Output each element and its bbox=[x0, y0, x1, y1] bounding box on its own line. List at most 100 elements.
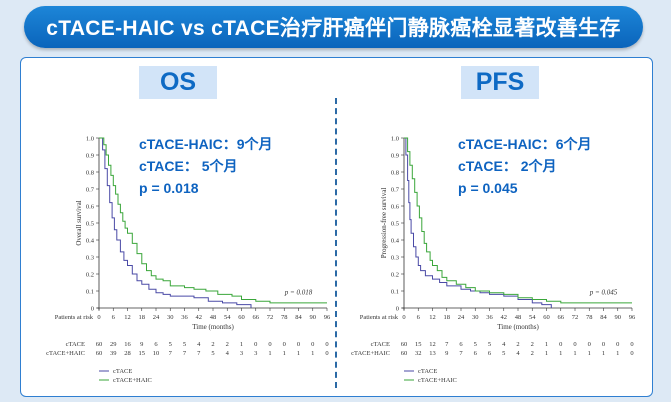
risk-value: 0 bbox=[311, 341, 314, 348]
x-tick-label: 24 bbox=[458, 314, 465, 321]
risk-value: 4 bbox=[502, 341, 506, 348]
risk-value: 5 bbox=[211, 350, 214, 357]
risk-value: 28 bbox=[124, 350, 131, 357]
risk-value: 2 bbox=[226, 341, 229, 348]
risk-value: 5 bbox=[183, 341, 186, 348]
risk-value: 60 bbox=[401, 350, 408, 357]
risk-value: 0 bbox=[325, 341, 328, 348]
pfs-survival-chart: 00.10.20.30.40.50.60.70.80.91.00 6 12 18 24 3… bbox=[351, 136, 636, 385]
risk-value: 12 bbox=[429, 341, 436, 348]
y-tick-label: 0.2 bbox=[86, 272, 94, 279]
pfs-stat-ctace: cTACE： 2个月 bbox=[458, 158, 557, 174]
risk-row-label: cTACE+HAIC bbox=[46, 350, 85, 357]
legend-label: cTACE+HAIC bbox=[418, 377, 457, 384]
risk-value: 1 bbox=[545, 350, 548, 357]
risk-value: 39 bbox=[110, 350, 117, 357]
risk-value: 0 bbox=[283, 341, 286, 348]
risk-value: 6 bbox=[488, 350, 492, 357]
x-tick-label: 0 bbox=[402, 314, 405, 321]
risk-value: 0 bbox=[588, 341, 591, 348]
content-panel: OS PFS 0 0.1 0.2 0.3 0.4 0.5 0.6 0.7 0.8 0.9 1.0 0 6… bbox=[20, 57, 653, 397]
x-axis-label: Time (months) bbox=[192, 323, 234, 331]
x-tick-label: 36 bbox=[181, 314, 188, 321]
x-tick-label: 66 bbox=[253, 314, 260, 321]
risk-value: 32 bbox=[415, 350, 422, 357]
x-tick-label: 78 bbox=[281, 314, 288, 321]
y-tick-label: 0.5 bbox=[391, 221, 399, 228]
x-tick-label: 36 bbox=[486, 314, 493, 321]
y-tick-label: 0 bbox=[91, 306, 94, 313]
x-tick-label: 18 bbox=[139, 314, 146, 321]
y-tick-label: 0.8 bbox=[391, 170, 399, 177]
risk-value: 0 bbox=[630, 341, 633, 348]
risk-value: 7 bbox=[183, 350, 187, 357]
os-label: OS bbox=[159, 68, 197, 96]
risk-value: 1 bbox=[545, 341, 548, 348]
x-tick-label: 78 bbox=[586, 314, 593, 321]
p-value-annotation: p = 0.045 bbox=[589, 288, 618, 296]
risk-value: 1 bbox=[240, 341, 243, 348]
risk-value: 0 bbox=[616, 341, 619, 348]
risk-value: 5 bbox=[488, 341, 491, 348]
risk-value: 0 bbox=[254, 341, 257, 348]
risk-value: 1 bbox=[311, 350, 314, 357]
panel-divider bbox=[335, 98, 337, 388]
x-tick-label: 96 bbox=[324, 314, 331, 321]
x-tick-label: 42 bbox=[196, 314, 203, 321]
risk-table-title: Patients at risk bbox=[55, 314, 94, 321]
risk-value: 7 bbox=[445, 341, 449, 348]
risk-value: 0 bbox=[325, 350, 328, 357]
risk-value: 5 bbox=[502, 350, 505, 357]
risk-value: 7 bbox=[459, 350, 463, 357]
x-axis-label: Time (months) bbox=[497, 323, 539, 331]
x-tick-label: 84 bbox=[600, 314, 607, 321]
risk-value: 29 bbox=[110, 341, 117, 348]
y-tick-label: 0.3 bbox=[391, 255, 399, 262]
x-tick-label: 12 bbox=[429, 314, 436, 321]
x-tick-label: 6 bbox=[417, 314, 421, 321]
pfs-stats: cTACE-HAIC：6个月 cTACE： 2个月 p = 0.045 bbox=[458, 133, 592, 199]
y-tick-label: 1.0 bbox=[391, 136, 399, 143]
risk-value: 1 bbox=[559, 350, 562, 357]
ctace-haic-survival-line bbox=[404, 137, 632, 304]
risk-row-label: cTACE+HAIC bbox=[351, 350, 390, 357]
pfs-label: PFS bbox=[475, 68, 525, 96]
x-tick-label: 72 bbox=[267, 314, 274, 321]
risk-value: 60 bbox=[401, 341, 408, 348]
y-tick-label: 0.4 bbox=[391, 238, 400, 245]
legend-label: cTACE bbox=[113, 368, 132, 375]
risk-value: 0 bbox=[602, 341, 605, 348]
risk-value: 1 bbox=[588, 350, 591, 357]
risk-value: 5 bbox=[169, 341, 172, 348]
ctace-haic-survival-line bbox=[99, 137, 327, 304]
risk-value: 1 bbox=[283, 350, 286, 357]
title-banner: cTACE-HAIC vs cTACE治疗肝癌伴门静脉癌栓显著改善生存 bbox=[24, 6, 643, 48]
risk-value: 1 bbox=[573, 350, 576, 357]
risk-value: 15 bbox=[415, 341, 422, 348]
os-stats: cTACE-HAIC：9个月 cTACE： 5个月 p = 0.018 bbox=[139, 133, 273, 199]
x-tick-label: 0 bbox=[97, 314, 100, 321]
risk-value: 3 bbox=[240, 350, 243, 357]
x-tick-label: 90 bbox=[615, 314, 622, 321]
risk-value: 9 bbox=[140, 341, 143, 348]
risk-value: 13 bbox=[429, 350, 436, 357]
y-tick-label: 0 bbox=[396, 306, 399, 313]
risk-value: 0 bbox=[268, 341, 271, 348]
y-tick-label: 0.5 bbox=[86, 221, 94, 228]
y-tick-label: 1.0 bbox=[86, 136, 94, 143]
legend-label: cTACE bbox=[418, 368, 437, 375]
risk-row-label: cTACE bbox=[66, 341, 85, 348]
risk-value: 10 bbox=[153, 350, 160, 357]
y-tick-label: 0.6 bbox=[86, 204, 95, 211]
pfs-label-box: PFS bbox=[461, 66, 539, 99]
x-tick-label: 42 bbox=[501, 314, 508, 321]
risk-value: 6 bbox=[474, 350, 478, 357]
risk-value: 0 bbox=[297, 341, 300, 348]
y-tick-label: 0.7 bbox=[86, 187, 95, 194]
x-tick-label: 60 bbox=[238, 314, 245, 321]
y-axis-label: Progression-free survival bbox=[380, 188, 388, 259]
risk-value: 0 bbox=[559, 341, 562, 348]
x-tick-label: 48 bbox=[515, 314, 522, 321]
y-tick-label: 0.2 bbox=[391, 272, 399, 279]
risk-value: 15 bbox=[139, 350, 146, 357]
